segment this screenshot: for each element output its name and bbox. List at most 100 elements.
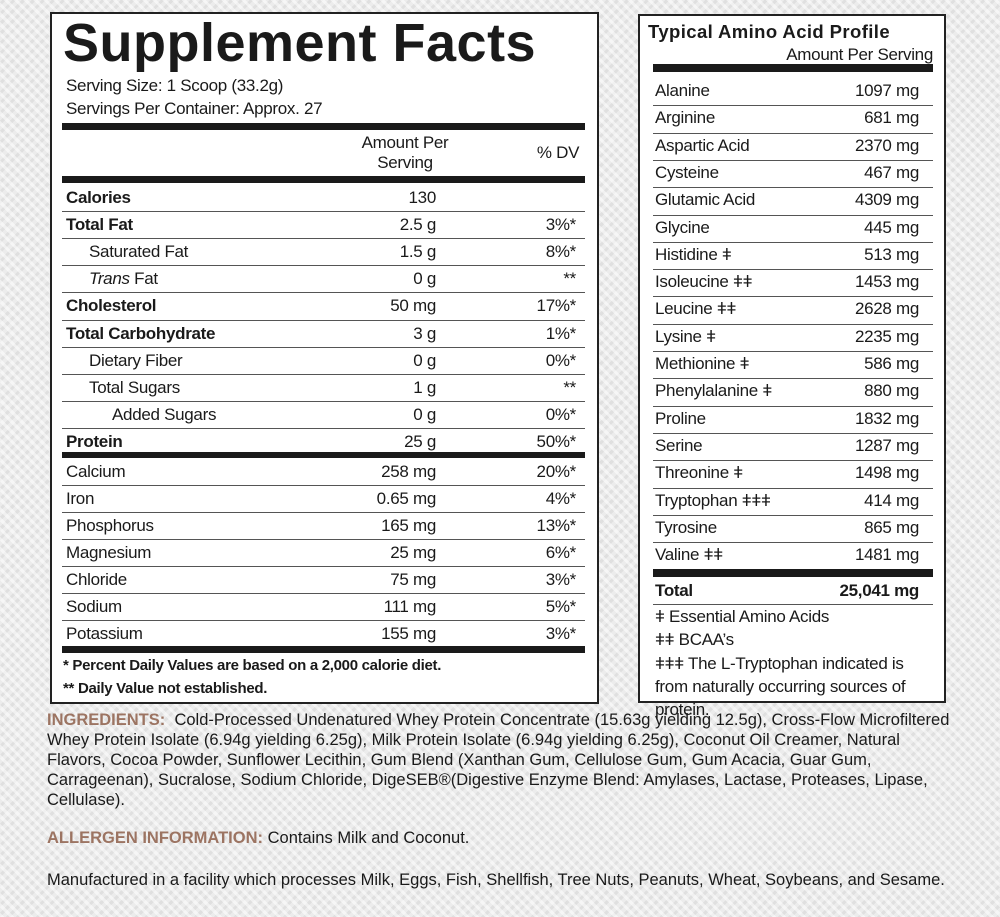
amino-name: Glycine (655, 217, 710, 237)
amino-name: Tyrosine (655, 517, 717, 537)
thick-rule (62, 123, 585, 130)
ingredients: INGREDIENTS: Cold-Processed Undenatured … (47, 710, 957, 810)
rule (653, 432, 933, 434)
row-amount: 1 g (413, 377, 436, 397)
amino-amount: 681 mg (864, 108, 919, 128)
row-amount: 130 (408, 188, 437, 207)
row-amount: 50 mg (390, 296, 436, 316)
serving-size: Serving Size: 1 Scoop (33.2g) (66, 76, 284, 95)
row-name: Saturated Fat (89, 242, 189, 262)
rule (62, 211, 585, 213)
amino-title: Typical Amino Acid Profile (648, 21, 891, 42)
amino-name: Methionine ǂ (655, 354, 750, 373)
amino-amount: 1287 mg (854, 435, 919, 455)
amino-name: Isoleucine ǂǂ (655, 272, 753, 292)
row-amount: 3 g (413, 323, 436, 343)
row-name: Cholesterol (66, 296, 157, 316)
row-dv: 5%* (545, 597, 577, 616)
thick-rule (653, 64, 933, 72)
title: Supplement Facts (63, 13, 537, 73)
amino-amount: 1097 mg (854, 81, 919, 100)
amino-footnote: ǂ Essential Amino Acids (655, 607, 830, 626)
row-amount: 111 mg (383, 597, 437, 616)
amino-footnote: ǂǂ BCAA’s (655, 630, 734, 649)
row-name: Iron (66, 489, 95, 508)
rule (653, 105, 933, 107)
rule (62, 485, 585, 486)
rule (653, 323, 933, 325)
row-name: Potassium (66, 624, 143, 643)
footnote: ** Daily Value not established. (63, 680, 268, 697)
thick-rule (62, 176, 585, 183)
total-amount: 25,041 mg (839, 581, 919, 600)
amino-amount: 1453 mg (854, 272, 919, 292)
thick-rule (62, 452, 585, 458)
amino-amount: 2370 mg (854, 135, 919, 155)
row-amount: 0 g (413, 350, 436, 370)
amino-name: Histidine ǂ (655, 244, 732, 264)
row-name: Total Fat (66, 215, 133, 235)
amino-name: Glutamic Acid (655, 190, 756, 210)
row-amount: 0 g (413, 404, 436, 424)
rule (62, 593, 585, 594)
rule (653, 187, 933, 189)
row-amount: 258 mg (381, 462, 436, 481)
row-amount: 25 mg (390, 543, 436, 562)
row-amount: 2.5 g (399, 215, 437, 235)
row-dv: 13%* (536, 516, 577, 535)
rule (62, 400, 585, 402)
amino-name: Phenylalanine ǂ (655, 381, 772, 401)
rule (62, 512, 585, 513)
row-amount: 155 mg (381, 624, 436, 643)
row-dv: 1%* (545, 323, 577, 343)
rule (62, 319, 585, 321)
row-name: Calories (66, 188, 131, 207)
amino-name: Valine ǂǂ (655, 545, 723, 565)
servings-per-container: Servings Per Container: Approx. 27 (66, 99, 323, 118)
row-dv: ** (563, 269, 576, 289)
amino-name: Arginine (655, 108, 715, 128)
amino-amount: 2235 mg (854, 326, 919, 346)
row-amount: 25 g (404, 431, 436, 451)
thick-rule (62, 646, 585, 653)
amino-name: Leucine ǂǂ (655, 299, 737, 319)
rule (62, 539, 585, 540)
amino-amount: 865 mg (864, 517, 919, 537)
rule (653, 460, 933, 462)
row-name: Phosphorus (66, 516, 154, 535)
amino-name: Threonine ǂ (655, 463, 743, 483)
ingredients-label: INGREDIENTS: (47, 711, 166, 729)
allergen-text: Contains Milk and Coconut. (267, 829, 470, 847)
amino-amount: 2628 mg (854, 299, 919, 319)
row-name: Added Sugars (112, 404, 217, 424)
amino-amount: 1498 mg (854, 463, 919, 483)
amino-name: Aspartic Acid (655, 135, 750, 155)
allergen-label: ALLERGEN INFORMATION: (47, 829, 264, 847)
row-name: Total Sugars (89, 377, 180, 397)
row-name: Total Carbohydrate (66, 323, 216, 343)
rule (62, 346, 585, 348)
rule (653, 487, 933, 489)
row-name: Sodium (66, 597, 122, 616)
row-dv: 50%* (536, 431, 577, 451)
amino-amount: 4309 mg (854, 190, 919, 210)
amino-amount: 467 mg (864, 162, 919, 182)
row-dv: 6%* (545, 543, 577, 562)
amino-name: Proline (655, 408, 706, 428)
rule (653, 269, 933, 271)
rule (653, 378, 933, 380)
amino-name: Tryptophan ǂǂǂ (655, 490, 771, 510)
row-name-italic: Trans (89, 269, 130, 289)
rule (653, 159, 933, 161)
row-dv: 4%* (545, 489, 577, 508)
amino-amount: 414 mg (864, 490, 919, 510)
row-name: Magnesium (66, 543, 152, 562)
total-name: Total (655, 581, 693, 600)
amino-amount: 1481 mg (854, 545, 919, 565)
rule (62, 373, 585, 375)
row-amount: 0.65 mg (376, 489, 437, 508)
amino-amount: 880 mg (864, 381, 919, 401)
thick-rule (653, 569, 933, 577)
amino-amount: 1832 mg (854, 408, 919, 428)
